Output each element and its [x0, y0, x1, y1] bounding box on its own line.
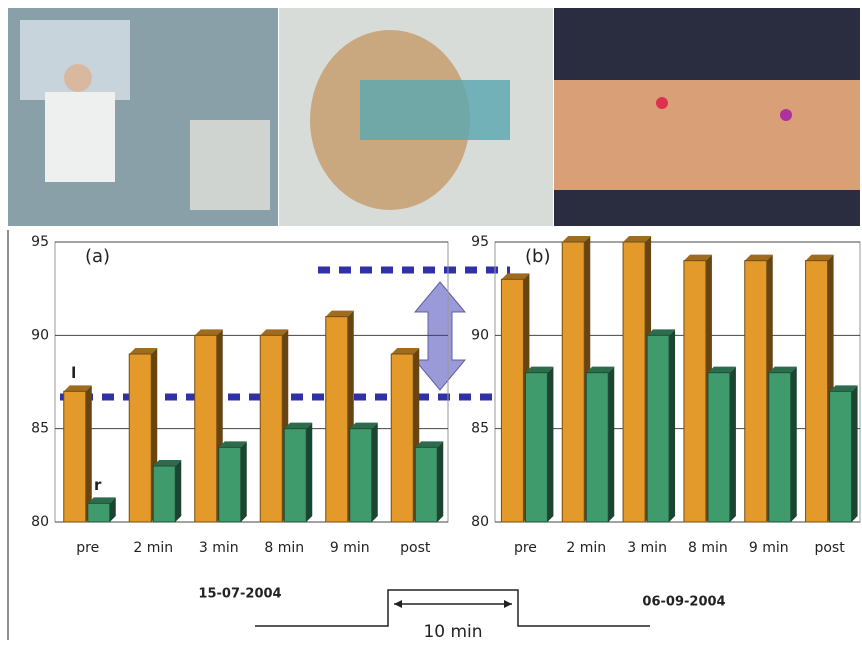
bar — [745, 261, 767, 522]
bar-side — [175, 460, 181, 522]
photo-detail — [64, 64, 92, 92]
bar — [153, 466, 175, 522]
y-tick-label: 90 — [31, 327, 49, 343]
bar-side — [241, 441, 247, 522]
series-label: l — [71, 364, 76, 382]
bar — [562, 242, 584, 522]
bar — [623, 242, 645, 522]
x-tick-label: 2 min — [133, 540, 173, 556]
y-tick-label: 95 — [31, 234, 49, 250]
bar — [525, 373, 547, 522]
bar — [350, 429, 372, 522]
bar — [684, 261, 706, 522]
x-tick-label: post — [400, 540, 431, 556]
bar — [129, 354, 151, 522]
bar — [708, 373, 730, 522]
bar — [830, 391, 852, 522]
bar-side — [372, 423, 378, 522]
bar — [195, 335, 217, 522]
bar-side — [547, 367, 553, 522]
y-tick-label: 95 — [471, 234, 489, 250]
panel-label: (a) — [85, 246, 110, 267]
x-tick-label: 2 min — [566, 540, 606, 556]
series-label: r — [94, 476, 102, 494]
x-tick-label: post — [814, 540, 845, 556]
figure: 15-07-2004 06-09-2004 10 min 80 85 90 95 (a)… — [0, 0, 862, 646]
bar — [88, 503, 110, 522]
photo-detail — [360, 80, 510, 140]
x-tick-label: 9 min — [749, 540, 789, 556]
x-tick-label: 3 min — [199, 540, 239, 556]
y-tick-label: 80 — [31, 514, 49, 530]
bar-side — [437, 441, 443, 522]
end-date: 06-09-2004 — [642, 595, 725, 610]
photo-detail — [780, 109, 792, 121]
bar — [415, 447, 437, 522]
bar — [769, 373, 791, 522]
photo-detail — [190, 120, 270, 210]
bar-side — [852, 385, 858, 522]
bar-side — [306, 423, 312, 522]
start-date: 15-07-2004 — [198, 587, 281, 602]
x-tick-label: pre — [76, 540, 99, 556]
bar-side — [730, 367, 736, 522]
x-tick-label: 8 min — [688, 540, 728, 556]
x-tick-label: 3 min — [627, 540, 667, 556]
bar — [260, 335, 282, 522]
photo-detail — [656, 97, 668, 109]
duration-label: 10 min — [423, 622, 482, 642]
bar — [284, 429, 306, 522]
photo-detail — [554, 80, 860, 190]
x-tick-label: 9 min — [330, 540, 370, 556]
bar — [586, 373, 608, 522]
bar — [647, 335, 669, 522]
bar — [501, 279, 523, 522]
bar — [391, 354, 413, 522]
photos — [8, 8, 860, 226]
bar-side — [791, 367, 797, 522]
panel-label: (b) — [525, 246, 550, 267]
y-tick-label: 85 — [31, 421, 49, 437]
x-tick-label: 8 min — [264, 540, 304, 556]
y-tick-label: 90 — [471, 327, 489, 343]
bar — [64, 391, 86, 522]
y-tick-label: 85 — [471, 421, 489, 437]
x-tick-label: pre — [514, 540, 537, 556]
bar — [326, 317, 348, 522]
photo-detail — [45, 92, 115, 182]
bar-side — [669, 329, 675, 522]
bar — [219, 447, 241, 522]
y-tick-label: 80 — [471, 514, 489, 530]
bar — [806, 261, 828, 522]
bar-side — [608, 367, 614, 522]
